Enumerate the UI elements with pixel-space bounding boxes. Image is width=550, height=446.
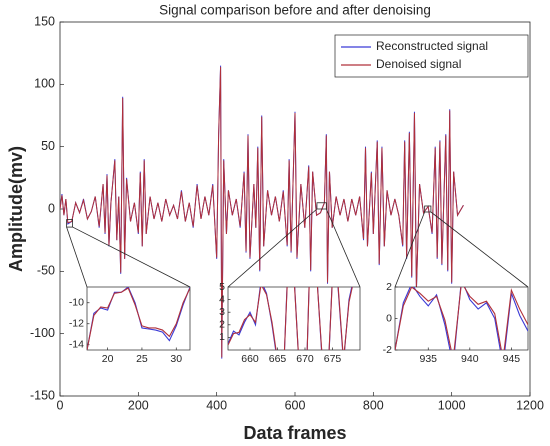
series-line (228, 287, 353, 350)
series-line (395, 287, 528, 350)
x-tick-label: 1200 (516, 398, 544, 412)
legend-label: Denoised signal (376, 57, 461, 71)
y-tick-label: -14 (69, 339, 84, 351)
x-tick-label: 800 (363, 398, 384, 412)
x-tick-label: 665 (269, 353, 287, 365)
y-tick-label: 100 (34, 77, 55, 91)
zoom-connector (72, 226, 191, 288)
zoom-box (66, 219, 73, 228)
y-tick-label: 0 (386, 312, 392, 324)
x-tick-label: 675 (324, 353, 342, 365)
y-axis-label: Amplitude(mv) (6, 146, 26, 272)
y-tick-label: 1 (219, 331, 225, 343)
series-group (87, 287, 190, 350)
zoom-box (424, 205, 432, 213)
x-tick-label: 25 (136, 353, 148, 365)
x-tick-label: 940 (461, 353, 479, 365)
y-tick-label: -2 (383, 344, 392, 356)
zoom-connector (325, 208, 361, 288)
zoom-connector (394, 211, 426, 288)
y-tick-label: 2 (386, 281, 392, 293)
zoom-connector (66, 226, 88, 288)
zoom-connector (227, 208, 318, 288)
inset-plot-area (86, 286, 191, 351)
legend-box (334, 34, 529, 78)
series-line (395, 287, 528, 350)
y-tick-label: 4 (219, 293, 225, 305)
y-tick-label: 0 (48, 201, 55, 215)
y-tick-label: 5 (219, 281, 225, 293)
chart-title: Signal comparison before and after denoi… (159, 3, 431, 18)
series-line (60, 66, 464, 358)
x-tick-label: 20 (102, 353, 114, 365)
y-tick-label: -12 (69, 318, 84, 330)
y-tick-label: 3 (219, 306, 225, 318)
x-tick-label: 660 (241, 353, 259, 365)
y-tick-label: 2 (219, 319, 225, 331)
x-tick-label: 935 (419, 353, 437, 365)
y-tick-label: -150 (30, 388, 55, 402)
zoom-box (316, 202, 327, 210)
y-tick-label: 150 (34, 14, 55, 28)
inset-plot-area (227, 286, 361, 351)
x-tick-label: 670 (296, 353, 314, 365)
x-tick-label: 400 (206, 398, 227, 412)
series-line (87, 287, 190, 350)
x-tick-label: 1000 (438, 398, 466, 412)
x-tick-label: 30 (170, 353, 182, 365)
y-tick-label: 50 (41, 139, 55, 153)
x-tick-label: 0 (57, 398, 64, 412)
legend-label: Reconstructed signal (376, 39, 488, 53)
zoom-connector (430, 211, 529, 288)
y-tick-label: -100 (30, 326, 55, 340)
x-tick-label: 600 (285, 398, 306, 412)
y-tick-label: -10 (69, 297, 84, 309)
x-tick-label: 945 (503, 353, 521, 365)
x-tick-label: 200 (128, 398, 149, 412)
y-tick-label: -50 (37, 264, 55, 278)
series-line (228, 287, 353, 350)
series-group (228, 287, 353, 350)
series-group (395, 287, 528, 350)
x-axis-label: Data frames (243, 423, 346, 443)
series-group (60, 65, 464, 359)
